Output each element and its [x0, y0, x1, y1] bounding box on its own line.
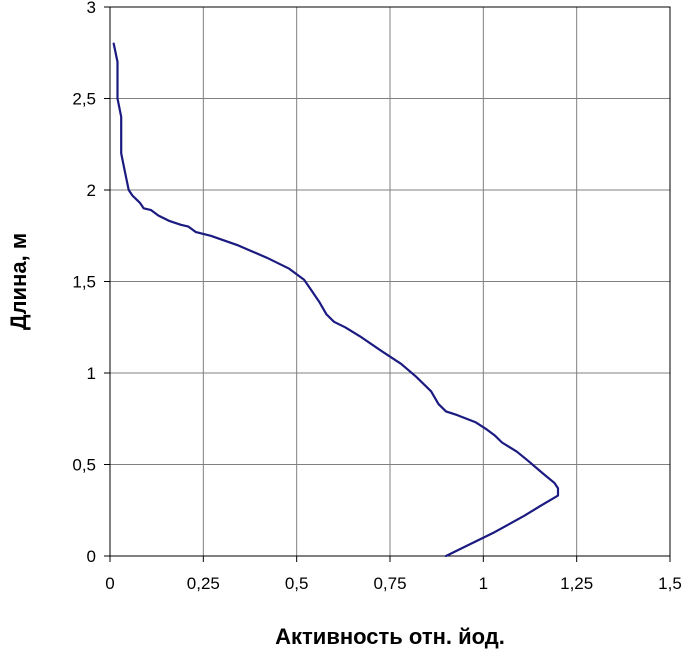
y-tick-label: 0,5: [72, 456, 96, 475]
x-tick-label: 0,5: [285, 574, 309, 593]
y-axis-title: Длина, м: [6, 233, 31, 330]
y-tick-label: 0: [87, 547, 96, 566]
x-axis-title: Активность отн. йод.: [275, 624, 505, 649]
grid: [109, 6, 671, 557]
x-tick-label: 1: [479, 574, 488, 593]
x-tick-label: 0,75: [373, 574, 406, 593]
series-line: [112, 42, 560, 558]
y-tick-label: 2,5: [72, 90, 96, 109]
y-tick-label: 2: [87, 181, 96, 200]
x-tick-label: 1,25: [560, 574, 593, 593]
y-tick-label: 3: [87, 0, 96, 17]
y-tick-label: 1: [87, 364, 96, 383]
y-axis-ticks: 0 0,5 1 1,5 2 2,5 3: [72, 0, 110, 566]
x-tick-label: 0: [105, 574, 114, 593]
x-tick-label: 0,25: [187, 574, 220, 593]
y-tick-label: 1,5: [72, 273, 96, 292]
x-axis-ticks: 0 0,25 0,5 0,75 1 1,25 1,5: [105, 556, 682, 593]
x-tick-label: 1,5: [658, 574, 682, 593]
